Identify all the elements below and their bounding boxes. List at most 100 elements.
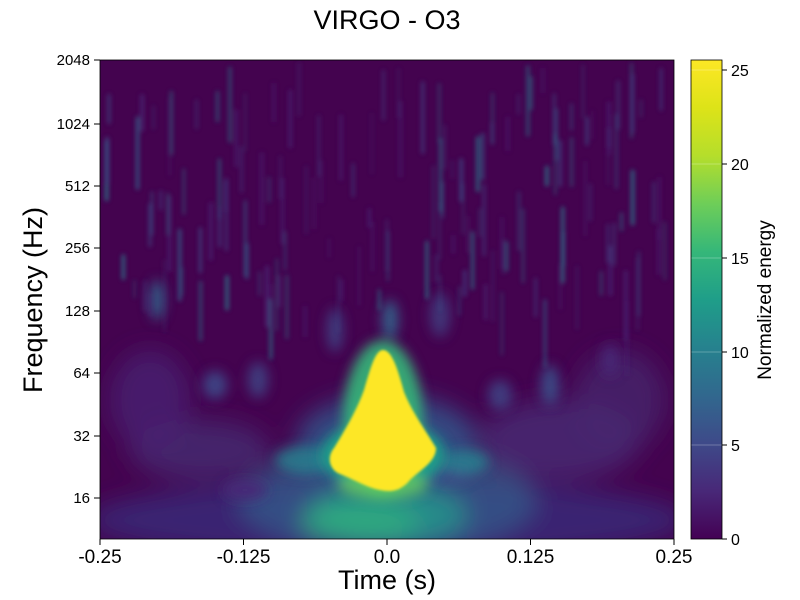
noise-streak bbox=[607, 223, 609, 264]
noise-streak bbox=[218, 158, 221, 220]
noise-streak bbox=[500, 216, 503, 270]
noise-streak bbox=[209, 202, 213, 261]
noise-streak bbox=[399, 100, 402, 178]
y-axis: 2048 1024 512 256 128 64 32 16 bbox=[57, 52, 100, 507]
noise-streak bbox=[265, 265, 269, 328]
noise-streak bbox=[543, 299, 547, 368]
y-tick-1024: 1024 bbox=[57, 116, 100, 133]
noise-streak bbox=[484, 283, 488, 321]
noise-streak bbox=[624, 270, 628, 341]
colorbar-tick-15: 15 bbox=[722, 251, 749, 268]
noise-streak bbox=[163, 259, 166, 333]
noise-streak bbox=[636, 257, 639, 331]
noise-streak bbox=[304, 305, 306, 338]
noise-streak bbox=[502, 239, 505, 275]
y-tick-512: 512 bbox=[65, 178, 100, 195]
noise-streak bbox=[630, 169, 635, 226]
y-tick-label: 128 bbox=[65, 303, 90, 320]
noise-streak bbox=[244, 93, 246, 152]
y-tick-128: 128 bbox=[65, 303, 100, 320]
noise-streak bbox=[270, 283, 273, 331]
noise-streak bbox=[492, 250, 494, 322]
noise-streak bbox=[337, 275, 340, 333]
noise-streak bbox=[458, 286, 461, 316]
colorbar: 0 5 10 15 20 25 Normalized energy bbox=[690, 59, 776, 549]
noise-streak bbox=[438, 83, 441, 143]
noise-streak bbox=[159, 190, 163, 211]
y-tick-label: 256 bbox=[65, 240, 90, 257]
noise-streak bbox=[339, 114, 343, 181]
noise-streak bbox=[582, 64, 584, 119]
noise-streak bbox=[168, 195, 171, 272]
noise-streak bbox=[225, 275, 229, 311]
noise-streak bbox=[435, 254, 438, 283]
noise-streak bbox=[199, 280, 203, 342]
y-tick-256: 256 bbox=[65, 240, 100, 257]
noise-streak bbox=[195, 99, 198, 130]
noise-streak bbox=[620, 212, 623, 232]
noise-streak bbox=[463, 269, 467, 297]
noise-streak bbox=[517, 93, 520, 115]
noise-streak bbox=[570, 137, 574, 188]
noise-streak bbox=[554, 133, 557, 196]
noise-streak bbox=[480, 133, 485, 181]
noise-streak bbox=[421, 81, 425, 154]
noise-streak bbox=[459, 158, 463, 202]
noise-streak bbox=[526, 65, 530, 137]
noise-streak bbox=[452, 234, 455, 254]
noise-streak bbox=[607, 152, 609, 186]
colorbar-tick-label: 5 bbox=[731, 438, 740, 455]
noise-streak bbox=[260, 152, 264, 226]
noise-streak bbox=[425, 240, 429, 299]
noise-streak bbox=[559, 140, 562, 187]
x-tick-0.25: 0.25 bbox=[656, 539, 692, 568]
noise-streak bbox=[240, 146, 243, 193]
noise-streak bbox=[658, 176, 661, 241]
noise-streak bbox=[397, 68, 400, 119]
noise-streak bbox=[305, 165, 307, 235]
noise-streak bbox=[607, 101, 611, 156]
noise-streak bbox=[476, 136, 480, 193]
noise-streak bbox=[105, 137, 109, 185]
y-tick-label: 64 bbox=[73, 365, 90, 382]
noise-streak bbox=[281, 177, 284, 245]
x-axis: -0.25 -0.125 0.0 0.125 0.25 bbox=[78, 539, 692, 568]
noise-streak bbox=[224, 180, 228, 213]
noise-streak bbox=[312, 177, 316, 230]
noise-streak bbox=[279, 155, 282, 199]
noise-streak bbox=[479, 208, 481, 238]
noise-streak bbox=[444, 124, 446, 170]
y-tick-16: 16 bbox=[73, 490, 100, 507]
noise-streak bbox=[377, 289, 381, 311]
noise-streak bbox=[284, 231, 287, 271]
noise-streak bbox=[168, 98, 171, 176]
colorbar-tick-10: 10 bbox=[722, 345, 749, 362]
noise-streak bbox=[530, 75, 533, 111]
noise-streak bbox=[277, 275, 281, 308]
y-tick-label: 16 bbox=[73, 490, 90, 507]
noise-streak bbox=[591, 110, 593, 140]
noise-streak bbox=[517, 191, 521, 252]
noise-streak bbox=[534, 277, 537, 318]
chart-title: VIRGO - O3 bbox=[313, 5, 460, 35]
noise-streak bbox=[660, 68, 663, 111]
noise-streak bbox=[439, 275, 441, 312]
noise-streak bbox=[107, 94, 111, 124]
noise-streak bbox=[140, 94, 144, 132]
noise-streak bbox=[318, 115, 320, 177]
noise-streak bbox=[570, 103, 573, 131]
noise-streak bbox=[285, 274, 289, 340]
noise-streak bbox=[178, 228, 182, 302]
noise-streak bbox=[522, 208, 524, 284]
noise-streak bbox=[490, 122, 494, 145]
noise-streak bbox=[471, 231, 474, 290]
noise-streak bbox=[358, 246, 360, 306]
noise-streak bbox=[664, 222, 666, 281]
noise-streak bbox=[439, 202, 441, 260]
colorbar-tick-label: 15 bbox=[731, 251, 749, 268]
colorbar-tick-label: 10 bbox=[731, 345, 749, 362]
x-tick-neg-0.125: -0.125 bbox=[217, 539, 270, 568]
noise-streak bbox=[340, 279, 344, 302]
noise-streak bbox=[166, 192, 169, 236]
